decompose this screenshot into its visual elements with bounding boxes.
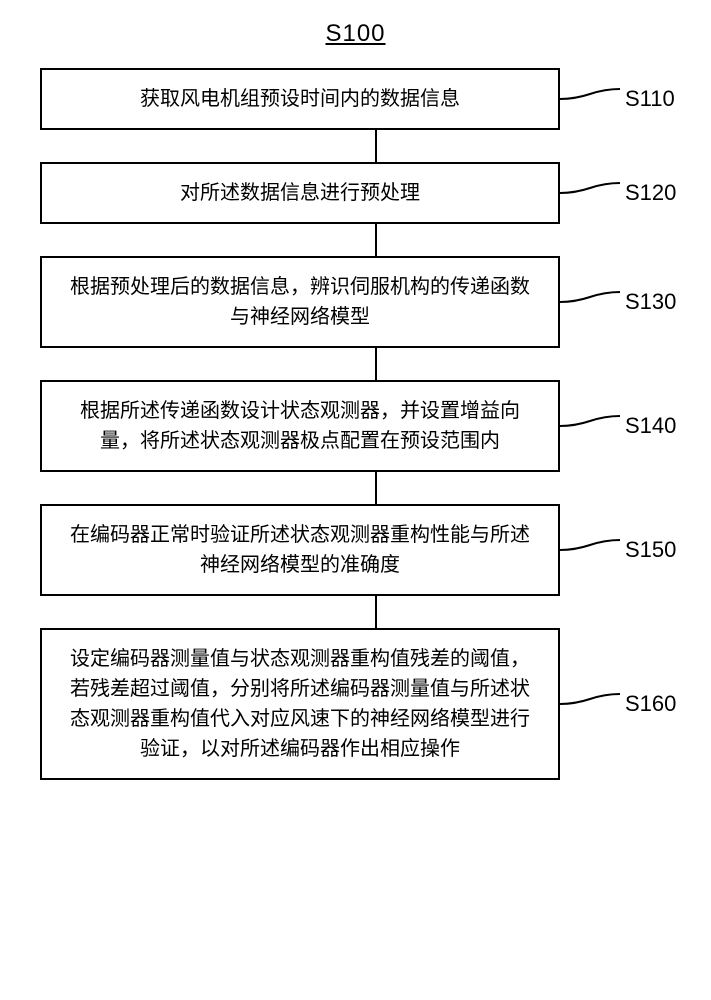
step-row: 在编码器正常时验证所述状态观测器重构性能与所述神经网络模型的准确度 S150 <box>40 504 711 596</box>
step-label-s160: S160 <box>625 691 676 717</box>
label-connector <box>560 411 630 441</box>
connector <box>116 224 636 256</box>
connector <box>116 130 636 162</box>
step-row: 获取风电机组预设时间内的数据信息 S110 <box>40 68 711 130</box>
flowchart-container: 获取风电机组预设时间内的数据信息 S110 对所述数据信息进行预处理 S120 … <box>0 68 711 780</box>
connector <box>116 472 636 504</box>
label-connector <box>560 689 630 719</box>
step-box-s140: 根据所述传递函数设计状态观测器，并设置增益向量，将所述状态观测器极点配置在预设范… <box>40 380 560 472</box>
step-row: 根据预处理后的数据信息，辨识伺服机构的传递函数与神经网络模型 S130 <box>40 256 711 348</box>
label-connector <box>560 84 630 114</box>
step-row: 对所述数据信息进行预处理 S120 <box>40 162 711 224</box>
step-box-s150: 在编码器正常时验证所述状态观测器重构性能与所述神经网络模型的准确度 <box>40 504 560 596</box>
step-box-s120: 对所述数据信息进行预处理 <box>40 162 560 224</box>
step-label-s130: S130 <box>625 289 676 315</box>
connector <box>116 596 636 628</box>
step-row: 根据所述传递函数设计状态观测器，并设置增益向量，将所述状态观测器极点配置在预设范… <box>40 380 711 472</box>
diagram-title: S100 <box>0 0 711 68</box>
step-box-s130: 根据预处理后的数据信息，辨识伺服机构的传递函数与神经网络模型 <box>40 256 560 348</box>
step-box-s110: 获取风电机组预设时间内的数据信息 <box>40 68 560 130</box>
step-label-s120: S120 <box>625 180 676 206</box>
step-label-s110: S110 <box>625 86 675 112</box>
step-label-s140: S140 <box>625 413 676 439</box>
label-connector <box>560 535 630 565</box>
label-connector <box>560 178 630 208</box>
connector <box>116 348 636 380</box>
label-connector <box>560 287 630 317</box>
step-label-s150: S150 <box>625 537 676 563</box>
step-row: 设定编码器测量值与状态观测器重构值残差的阈值，若残差超过阈值，分别将所述编码器测… <box>40 628 711 780</box>
step-box-s160: 设定编码器测量值与状态观测器重构值残差的阈值，若残差超过阈值，分别将所述编码器测… <box>40 628 560 780</box>
